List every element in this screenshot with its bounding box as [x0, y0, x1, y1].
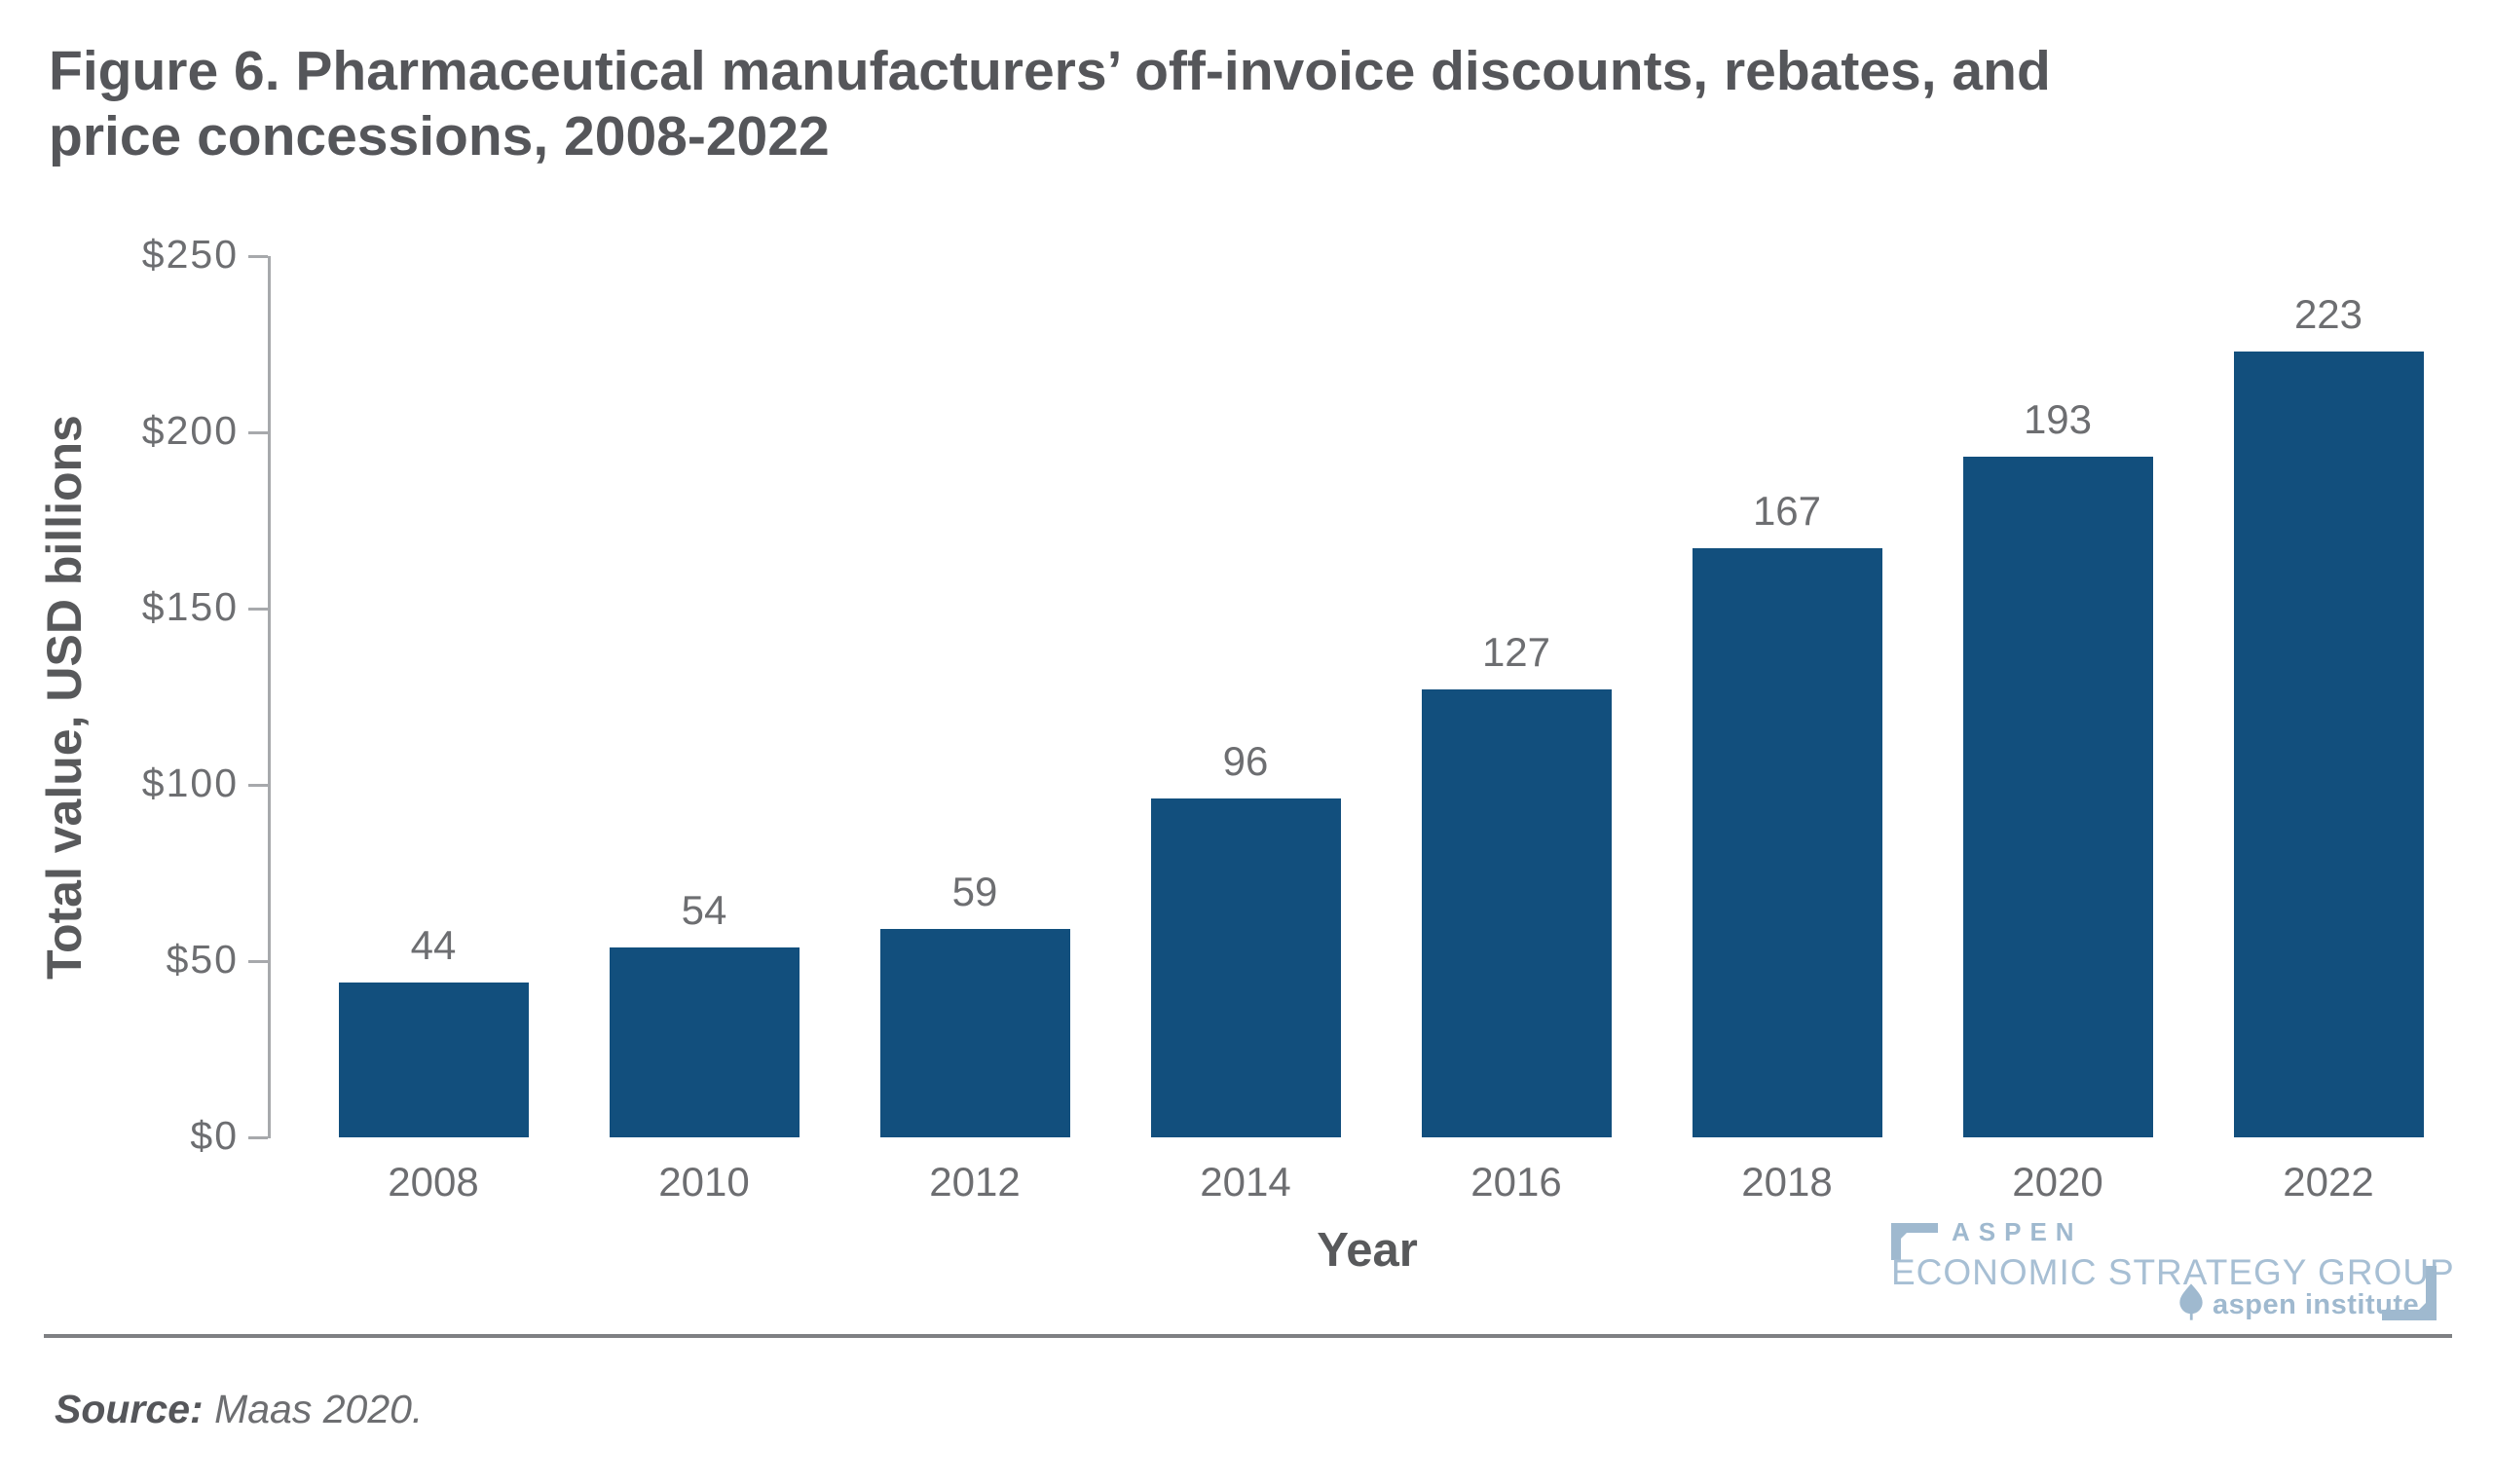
- y-tick-mark: [248, 783, 268, 787]
- bar: [1150, 798, 1341, 1137]
- y-tick-label: $100: [141, 761, 239, 805]
- x-tick-label: 2022: [2283, 1159, 2374, 1205]
- bar-value-label: 96: [1222, 738, 1269, 785]
- figure-title-line2: price concessions, 2008-2022: [49, 105, 830, 168]
- y-tick-mark: [248, 254, 268, 258]
- bar: [2233, 351, 2424, 1137]
- logo-corner-bracket-left-icon: [1891, 1223, 1938, 1260]
- bar-value-label: 127: [1481, 629, 1551, 676]
- y-tick-label: $250: [141, 232, 239, 277]
- source-label: Source:: [55, 1387, 204, 1431]
- x-tick-label: 2010: [658, 1159, 750, 1205]
- bar: [1962, 457, 2153, 1137]
- x-tick-label: 2014: [1200, 1159, 1291, 1205]
- bar-value-label: 167: [1752, 488, 1822, 535]
- bar-value-label: 44: [410, 921, 457, 968]
- figure-title-line1: Figure 6. Pharmaceutical manufacturers’ …: [49, 40, 2051, 102]
- logo-aspen-text: ASPEN: [1952, 1217, 2083, 1246]
- logo-group-text: ECONOMIC STRATEGY GROUP: [1891, 1252, 2455, 1292]
- y-axis-line: [268, 256, 271, 1138]
- y-tick-label: $200: [141, 408, 239, 453]
- bar: [609, 946, 800, 1137]
- x-tick-label: 2008: [388, 1159, 479, 1205]
- x-tick-label: 2020: [2012, 1159, 2103, 1205]
- source-text: Maas 2020.: [214, 1387, 424, 1431]
- y-axis-title: Total value, USD billions: [37, 415, 92, 980]
- x-tick-label: 2018: [1741, 1159, 1833, 1205]
- logo-corner-bracket-right-icon: [2382, 1266, 2437, 1320]
- x-tick-label: 2016: [1470, 1159, 1562, 1205]
- y-tick-label: $150: [141, 584, 239, 629]
- aspen-leaf-icon: [2179, 1283, 2203, 1320]
- bar-value-label: 59: [951, 869, 998, 915]
- y-tick-label: $50: [166, 937, 239, 982]
- y-tick-label: $0: [190, 1113, 239, 1158]
- aspen-esg-logo: ASPEN ECONOMIC STRATEGY GROUP aspen inst…: [1889, 1217, 2454, 1324]
- bar: [1692, 548, 1882, 1137]
- bar-value-label: 54: [681, 886, 727, 933]
- bar-value-label: 193: [2023, 396, 2093, 443]
- bar: [879, 929, 1070, 1137]
- x-axis-title: Year: [1317, 1224, 1418, 1277]
- y-tick-mark: [248, 607, 268, 611]
- x-tick-label: 2012: [929, 1159, 1021, 1205]
- bar: [338, 982, 529, 1137]
- y-tick-mark: [248, 430, 268, 434]
- figure-title: Figure 6. Pharmaceutical manufacturers’ …: [49, 39, 2051, 170]
- divider-line: [44, 1334, 2452, 1338]
- y-tick-mark: [248, 959, 268, 963]
- bar: [1421, 689, 1612, 1137]
- source-note: Source: Maas 2020.: [55, 1387, 423, 1432]
- bar-value-label: 223: [2293, 290, 2363, 337]
- y-tick-mark: [248, 1135, 268, 1139]
